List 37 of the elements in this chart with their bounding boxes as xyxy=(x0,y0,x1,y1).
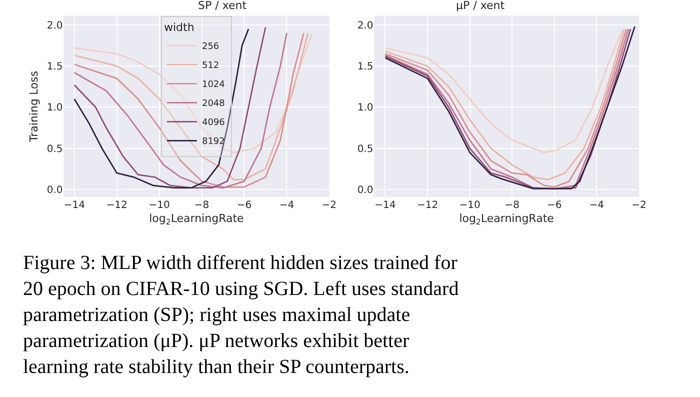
y-tick-label: 1.0 xyxy=(46,102,63,114)
y-tick-label: 1.5 xyxy=(46,62,63,73)
x-tick-label: −8 xyxy=(194,200,210,211)
y-tick-label: 1.0 xyxy=(357,102,374,114)
x-tick-label: −2 xyxy=(322,200,337,211)
x-tick-label: −4 xyxy=(279,200,294,211)
x-tick-label: −12 xyxy=(106,200,128,211)
y-tick-label: 0.0 xyxy=(357,185,374,196)
y-tick-label: 0.0 xyxy=(46,185,63,196)
chart-title: μP / xent xyxy=(456,0,506,12)
x-tick-label: −6 xyxy=(546,200,562,211)
y-tick-label: 2.0 xyxy=(46,20,63,32)
legend-label: 256 xyxy=(202,42,220,52)
legend-label: 1024 xyxy=(202,80,226,90)
x-tick-label: −10 xyxy=(148,200,170,211)
legend-label: 8192 xyxy=(202,137,225,148)
y-tick-label: 0.5 xyxy=(357,144,374,155)
x-tick-label: −12 xyxy=(416,200,438,211)
x-axis-title: log$_{2}$LearningRate xyxy=(149,212,244,226)
y-tick-label: 0.5 xyxy=(46,144,63,155)
legend-label: 4096 xyxy=(202,118,226,128)
x-tick-label: −2 xyxy=(632,200,646,211)
x-tick-label: −4 xyxy=(589,200,604,211)
x-tick-label: −8 xyxy=(504,200,520,211)
x-tick-label: −14 xyxy=(374,200,396,211)
legend-title: width xyxy=(164,21,194,34)
legend-label: 512 xyxy=(202,61,220,72)
x-axis-title: log$_{2}$LearningRate xyxy=(459,212,554,226)
legend-label: 2048 xyxy=(202,99,226,110)
x-tick-label: −6 xyxy=(236,200,252,211)
y-tick-label: 1.5 xyxy=(357,62,374,73)
chart-title: SP / xent xyxy=(198,0,248,12)
x-tick-label: −14 xyxy=(64,200,85,211)
y-axis-title: Training Loss xyxy=(28,70,40,143)
y-tick-label: 2.0 xyxy=(357,20,374,32)
x-tick-label: −10 xyxy=(459,200,480,211)
caption: Figure 3: MLP width different hidden sizes trained for 20 epoch on CIFAR-10 using SGD. Left uses standard parametrization (SP); right uses maximal update parametrization (μP). μP networks exhibit better learning rate stability than their SP counterparts. xyxy=(23,252,459,378)
